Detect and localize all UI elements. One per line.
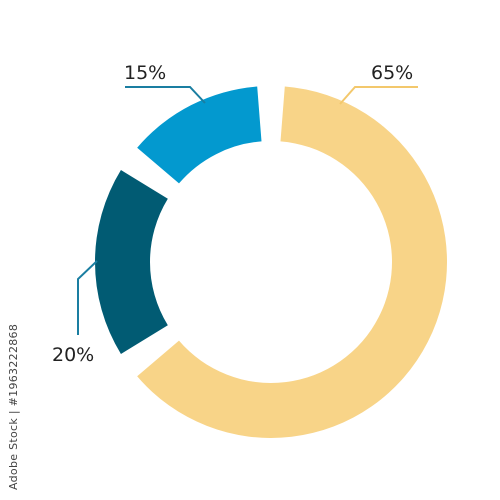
data-label-15: 15% [124,62,166,84]
donut-slice-20 [95,170,168,354]
stock-watermark: Adobe Stock | #1963222868 [7,323,20,490]
donut-slice-15 [137,86,262,184]
donut-slice-65 [137,86,447,439]
leader-line-15 [125,86,206,104]
donut-slices [95,86,447,439]
leader-line-65 [339,86,418,105]
leader-line-20 [77,260,98,335]
data-label-65: 65% [371,62,413,84]
data-label-20: 20% [52,344,94,366]
